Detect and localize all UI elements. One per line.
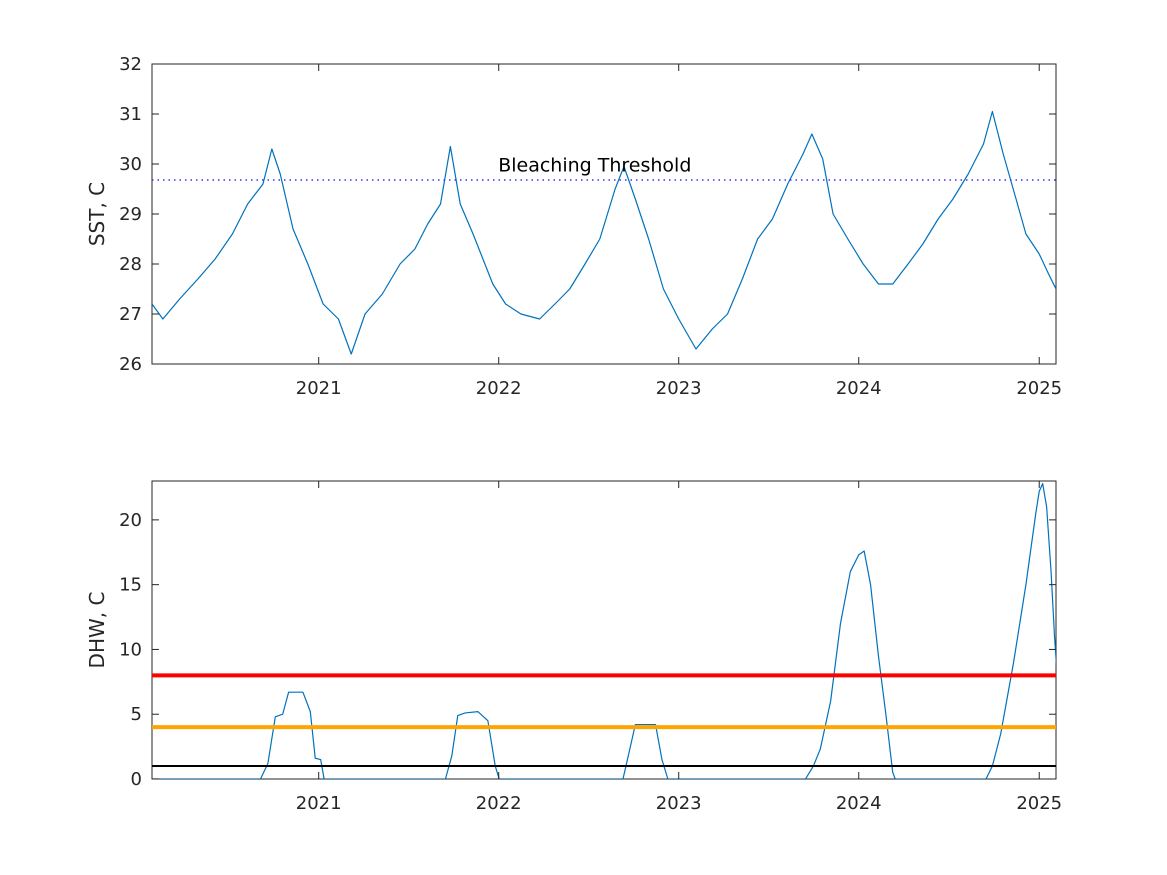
sst-xtick-label: 2023 <box>656 378 702 399</box>
sst-xtick-label: 2022 <box>476 378 522 399</box>
dhw-xtick-label: 2022 <box>476 793 522 814</box>
sst-ytick-label: 31 <box>119 104 142 125</box>
sst-ytick-label: 32 <box>119 54 142 75</box>
dhw-axes-box <box>151 480 1057 780</box>
dhw-ytick-label: 20 <box>119 510 142 531</box>
sst-ytick-label: 29 <box>119 204 142 225</box>
dhw-ytick-label: 0 <box>131 769 142 790</box>
sst-annotation: Bleaching Threshold <box>498 155 691 177</box>
dhw-ytick-label: 5 <box>131 704 142 725</box>
sst-xtick-label: 2025 <box>1016 378 1062 399</box>
dhw-ytick-label: 10 <box>119 639 142 660</box>
sst-ytick-label: 30 <box>119 154 142 175</box>
sst-ylabel: SST, C <box>85 182 109 246</box>
sst-xtick-label: 2021 <box>296 378 342 399</box>
dhw-xtick-label: 2023 <box>656 793 702 814</box>
dhw-panel: 0 5 10 15 20 2021 2022 2023 2024 2025 DHW, C <box>85 480 1062 814</box>
sst-panel: 26 27 28 29 30 31 32 2021 2022 2023 2024 2025 SST, C… <box>85 54 1062 399</box>
dhw-xtick-label: 2021 <box>296 793 342 814</box>
dhw-xtick-label: 2024 <box>836 793 882 814</box>
dhw-xtick-label: 2025 <box>1016 793 1062 814</box>
sst-series-line-0 <box>152 110 1056 355</box>
sst-xtick-label: 2024 <box>836 378 882 399</box>
sst-ytick-label: 27 <box>119 304 142 325</box>
sst-axes-box <box>151 63 1057 365</box>
sst-ytick-label: 26 <box>119 354 142 375</box>
dhw-ylabel: DHW, C <box>85 592 109 669</box>
sst-ytick-label: 28 <box>119 254 142 275</box>
dhw-plot-area <box>152 482 1056 779</box>
sst-plot-area <box>152 110 1056 355</box>
dhw-series-line-0 <box>152 482 1056 779</box>
dhw-ytick-label: 15 <box>119 575 142 596</box>
